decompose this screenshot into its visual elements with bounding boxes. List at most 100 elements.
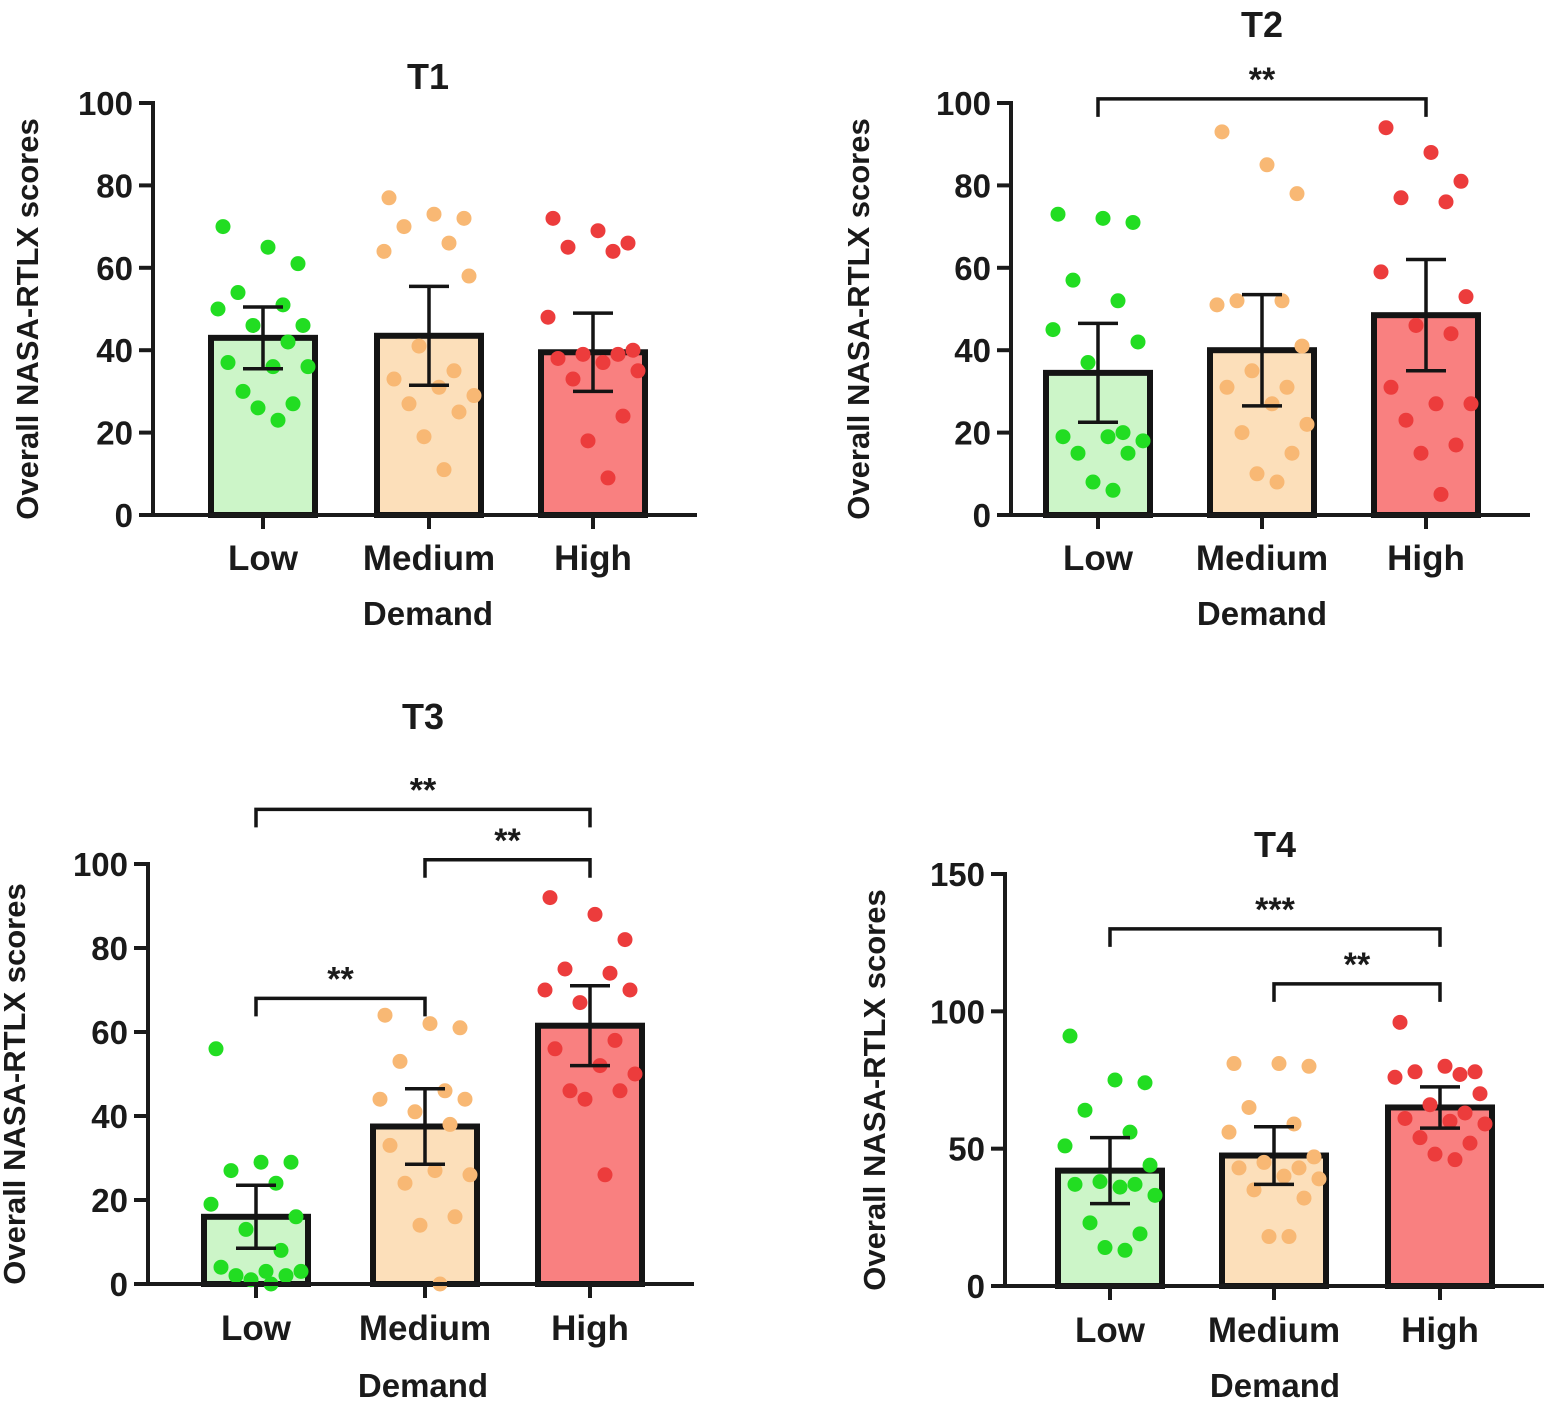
- data-point-high: [1462, 1135, 1478, 1151]
- y-tick-label: 100: [936, 85, 991, 122]
- data-point-low: [1065, 272, 1081, 288]
- data-point-low: [300, 359, 316, 375]
- data-point-low: [1092, 1174, 1108, 1190]
- data-point-medium: [1249, 466, 1265, 482]
- data-point-high: [1423, 144, 1439, 160]
- data-point-medium: [1284, 445, 1300, 461]
- data-point-medium: [381, 190, 397, 206]
- data-point-medium: [1256, 1154, 1272, 1170]
- data-point-medium: [1264, 396, 1280, 412]
- y-tick-label: 20: [954, 415, 991, 452]
- data-point-low: [260, 239, 276, 255]
- data-point-high: [1443, 326, 1459, 342]
- y-tick-label: 20: [91, 1182, 128, 1219]
- data-point-high: [610, 346, 626, 362]
- data-point-high: [1428, 396, 1444, 412]
- data-point-low: [250, 400, 266, 416]
- data-point-high: [625, 342, 641, 358]
- data-point-medium: [446, 363, 462, 379]
- data-point-high: [1413, 445, 1429, 461]
- y-axis-title: Overall NASA-RTLX scores: [857, 889, 892, 1290]
- data-point-high: [1427, 1146, 1443, 1162]
- data-point-medium: [1291, 1160, 1307, 1176]
- data-point-low: [1117, 1242, 1133, 1258]
- data-point-low: [213, 1259, 229, 1275]
- y-tick-label: 50: [948, 1131, 985, 1168]
- data-point-medium: [1219, 379, 1235, 395]
- data-point-high: [572, 995, 588, 1011]
- data-point-low: [1050, 206, 1066, 222]
- data-point-low: [1130, 334, 1146, 350]
- data-point-medium: [1281, 1229, 1297, 1245]
- data-point-medium: [437, 1083, 453, 1099]
- data-point-medium: [426, 206, 442, 222]
- y-tick-label: 80: [954, 167, 991, 204]
- data-point-high: [1457, 1105, 1473, 1121]
- data-point-medium: [1244, 363, 1260, 379]
- data-point-high: [540, 309, 556, 325]
- significance-bracket: [1272, 982, 1442, 1002]
- data-point-low: [1055, 429, 1071, 445]
- data-point-medium: [396, 219, 412, 235]
- data-point-low: [235, 383, 251, 399]
- data-point-medium: [427, 1163, 443, 1179]
- x-tick-label-medium: Medium: [1208, 1311, 1340, 1350]
- data-point-low: [268, 1175, 284, 1191]
- data-point-low: [230, 285, 246, 301]
- x-tick-label-low: Low: [1075, 1311, 1146, 1350]
- data-point-medium: [386, 371, 402, 387]
- data-point-medium: [382, 1137, 398, 1153]
- bar-high: [535, 1022, 645, 1287]
- data-point-low: [1107, 1072, 1123, 1088]
- data-point-high: [607, 1032, 623, 1048]
- data-point-low: [1077, 1102, 1093, 1118]
- data-point-low: [1135, 433, 1151, 449]
- chart-panel-t1: T1 0 20 40 60 80 100 Low Medium High Demand Overall…: [10, 56, 697, 632]
- y-tick-label: 150: [930, 856, 985, 893]
- data-point-medium: [447, 1209, 463, 1225]
- data-point-low: [1082, 1215, 1098, 1231]
- data-point-medium: [392, 1053, 408, 1069]
- data-point-medium: [442, 1116, 458, 1132]
- data-point-high: [620, 235, 636, 251]
- data-point-medium: [1299, 416, 1315, 432]
- data-point-medium: [1234, 425, 1250, 441]
- data-point-low: [220, 355, 236, 371]
- data-point-high: [630, 363, 646, 379]
- x-axis-title: Demand: [1197, 595, 1327, 632]
- data-point-low: [1045, 322, 1061, 338]
- data-point-medium: [376, 243, 392, 259]
- data-point-high: [1408, 317, 1424, 333]
- significance-label: **: [1344, 946, 1371, 984]
- significance-label: **: [1249, 61, 1276, 99]
- data-point-high: [602, 965, 618, 981]
- significance-label: **: [494, 822, 521, 860]
- data-point-low: [1132, 1226, 1148, 1242]
- data-point-medium: [401, 396, 417, 412]
- data-point-low: [280, 334, 296, 350]
- data-point-low: [1070, 445, 1086, 461]
- data-point-high: [577, 1091, 593, 1107]
- data-point-low: [1115, 425, 1131, 441]
- data-point-low: [215, 219, 231, 235]
- data-point-medium: [1286, 1116, 1302, 1132]
- data-point-medium: [1311, 1171, 1327, 1187]
- data-point-low: [1110, 293, 1126, 309]
- data-point-low: [238, 1221, 254, 1237]
- data-point-low: [293, 1263, 309, 1279]
- y-tick-label: 60: [91, 1014, 128, 1051]
- data-point-low: [1057, 1138, 1073, 1154]
- data-point-low: [210, 301, 226, 317]
- y-tick-label: 100: [73, 846, 128, 883]
- data-point-medium: [1294, 338, 1310, 354]
- x-tick-label-low: Low: [1063, 539, 1134, 578]
- data-point-high: [1448, 437, 1464, 453]
- data-point-low: [1062, 1028, 1078, 1044]
- data-point-high: [560, 239, 576, 255]
- y-axis-title: Overall NASA-RTLX scores: [0, 883, 32, 1284]
- data-point-medium: [431, 379, 447, 395]
- significance-bracket: [423, 858, 592, 878]
- data-point-low: [1127, 1176, 1143, 1192]
- x-tick-label-high: High: [1401, 1311, 1479, 1350]
- y-axis-title: Overall NASA-RTLX scores: [10, 118, 45, 519]
